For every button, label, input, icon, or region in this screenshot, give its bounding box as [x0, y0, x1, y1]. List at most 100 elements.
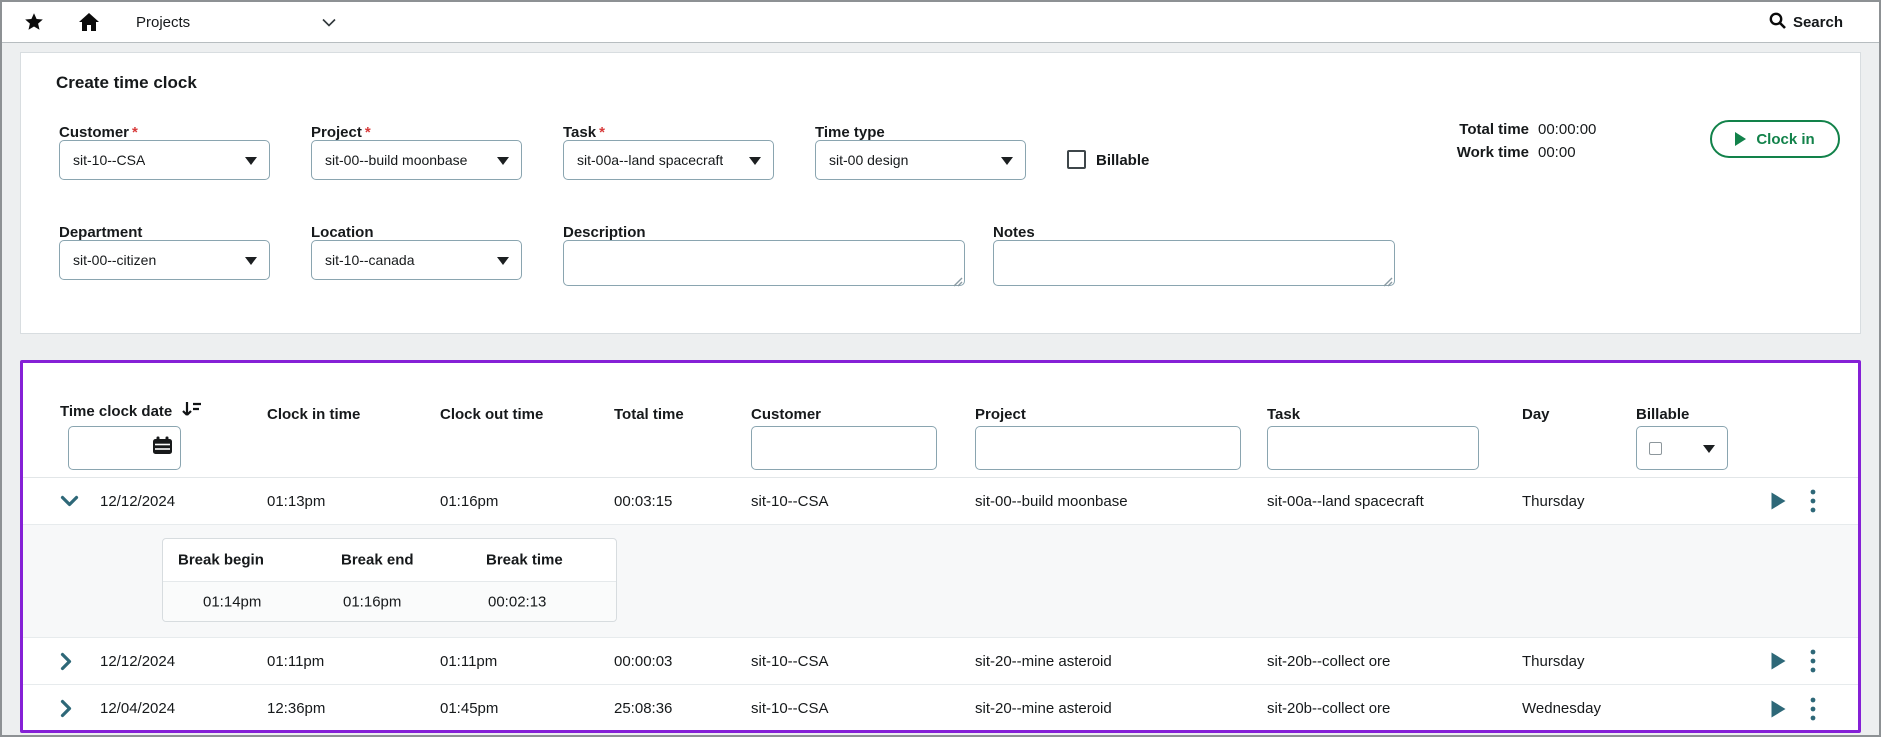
chevron-down-icon	[322, 18, 336, 27]
break-end-value: 01:16pm	[343, 593, 402, 610]
task-label: Task *	[563, 124, 605, 141]
task-select[interactable]: sit-00a--land spacecraft	[563, 140, 774, 180]
cell-day: Wednesday	[1522, 700, 1601, 717]
create-time-clock-panel: Create time clock Customer * Project * Tas…	[20, 52, 1861, 334]
task-filter-input[interactable]	[1267, 426, 1479, 470]
project-filter-input[interactable]	[975, 426, 1241, 470]
break-table: Break begin Break end Break time 01:14pm…	[162, 538, 617, 622]
dropdown-caret-icon	[497, 257, 509, 265]
cell-date: 12/12/2024	[100, 492, 176, 510]
required-marker: *	[599, 124, 605, 141]
checkbox-unchecked-icon	[1649, 441, 1662, 455]
table-row[interactable]: 12/12/2024 01:11pm 01:11pm 00:00:03 sit-…	[23, 638, 1858, 685]
cell-clock-in: 12:36pm	[267, 700, 326, 717]
department-select[interactable]: sit-00--citizen	[59, 240, 270, 280]
location-label: Location	[311, 224, 374, 241]
nav-projects-label: Projects	[136, 13, 191, 31]
cell-clock-out: 01:11pm	[440, 652, 498, 670]
kebab-menu-icon[interactable]	[1810, 649, 1816, 673]
play-icon[interactable]	[1770, 699, 1787, 719]
break-time-header: Break time	[486, 551, 563, 569]
dropdown-caret-icon	[749, 157, 761, 165]
table-row[interactable]: 12/12/2024 01:13pm 01:16pm 00:03:15 sit-…	[23, 478, 1858, 525]
play-icon[interactable]	[1770, 491, 1787, 511]
play-icon	[1735, 132, 1747, 146]
total-time-label: Total time	[1459, 121, 1529, 138]
cell-day: Thursday	[1522, 492, 1585, 510]
cell-clock-in: 01:11pm	[267, 652, 325, 670]
billable-checkbox-label: Billable	[1096, 152, 1150, 169]
cell-day: Thursday	[1522, 652, 1585, 670]
col-header-total-time[interactable]: Total time	[614, 406, 684, 423]
notes-textarea[interactable]	[993, 240, 1395, 286]
time-summary: Total time 00:00:00 Work time 00:00	[1431, 121, 1597, 167]
break-begin-header: Break begin	[178, 551, 264, 569]
cell-total: 25:08:36	[614, 700, 673, 717]
col-header-customer[interactable]: Customer	[751, 406, 822, 423]
work-time-value: 00:00	[1538, 144, 1576, 161]
col-header-project[interactable]: Project	[975, 406, 1026, 423]
search-label: Search	[1792, 13, 1843, 31]
nav-projects-dropdown[interactable]: Projects	[136, 14, 336, 31]
time-type-label: Time type	[815, 124, 885, 141]
dropdown-caret-icon	[497, 157, 509, 165]
cell-task: sit-20b--collect ore	[1267, 652, 1391, 670]
table-filter-row	[23, 423, 1858, 478]
play-icon[interactable]	[1770, 651, 1787, 671]
total-time-value: 00:00:00	[1538, 121, 1597, 138]
cell-project: sit-00--build moonbase	[975, 492, 1128, 510]
cell-total: 00:03:15	[614, 492, 673, 510]
col-header-day[interactable]: Day	[1522, 406, 1550, 423]
col-header-clock-out-time[interactable]: Clock out time	[440, 406, 544, 423]
col-header-billable[interactable]: Billable	[1636, 406, 1690, 423]
description-label: Description	[563, 224, 646, 241]
sort-descending-icon[interactable]	[181, 400, 203, 423]
time-type-select[interactable]: sit-00 design	[815, 140, 1026, 180]
break-end-header: Break end	[341, 551, 414, 569]
clock-in-label: Clock in	[1756, 130, 1815, 148]
clock-in-button[interactable]: Clock in	[1710, 120, 1840, 158]
location-select[interactable]: sit-10--canada	[311, 240, 522, 280]
work-time-label: Work time	[1456, 144, 1529, 161]
time-clock-table: Time clock date Clock in time Clock out …	[20, 360, 1861, 733]
expand-row-chevron-right-icon[interactable]	[60, 699, 100, 718]
top-navigation-bar: Projects Search	[2, 2, 1879, 43]
cell-customer: sit-10--CSA	[751, 492, 829, 510]
break-begin-value: 01:14pm	[203, 593, 262, 610]
required-marker: *	[132, 124, 138, 141]
date-filter-input[interactable]	[68, 426, 181, 470]
favorites-star-icon[interactable]	[24, 12, 44, 32]
collapse-row-chevron-down-icon[interactable]	[60, 495, 100, 508]
col-header-clock-in-time[interactable]: Clock in time	[267, 406, 361, 423]
customer-select[interactable]: sit-10--CSA	[59, 140, 270, 180]
col-header-time-clock-date[interactable]: Time clock date	[60, 403, 173, 420]
billable-filter-select[interactable]	[1636, 426, 1728, 470]
project-select[interactable]: sit-00--build moonbase	[311, 140, 522, 180]
kebab-menu-icon[interactable]	[1810, 489, 1816, 513]
customer-filter-input[interactable]	[751, 426, 937, 470]
notes-label: Notes	[993, 224, 1035, 241]
dropdown-caret-icon	[245, 157, 257, 165]
cell-clock-out: 01:16pm	[440, 492, 499, 510]
dropdown-caret-icon	[1001, 157, 1013, 165]
project-label: Project *	[311, 124, 371, 141]
table-row[interactable]: 12/04/2024 12:36pm 01:45pm 25:08:36 sit-…	[23, 685, 1858, 730]
dropdown-caret-icon	[245, 257, 257, 265]
description-textarea[interactable]	[563, 240, 965, 286]
home-icon[interactable]	[78, 12, 100, 32]
col-header-task[interactable]: Task	[1267, 406, 1301, 423]
calendar-icon[interactable]	[152, 436, 173, 460]
department-label: Department	[59, 224, 143, 241]
cell-task: sit-00a--land spacecraft	[1267, 492, 1424, 510]
row-expanded-detail: Break begin Break end Break time 01:14pm…	[23, 525, 1858, 638]
cell-clock-in: 01:13pm	[267, 492, 326, 510]
cell-total: 00:00:03	[614, 652, 673, 670]
kebab-menu-icon[interactable]	[1810, 697, 1816, 721]
break-table-row: 01:14pm 01:16pm 00:02:13	[163, 581, 616, 621]
search-button[interactable]: Search	[1769, 12, 1843, 33]
expand-row-chevron-right-icon[interactable]	[60, 652, 100, 671]
cell-project: sit-20--mine asteroid	[975, 652, 1112, 670]
billable-checkbox[interactable]	[1067, 150, 1086, 169]
required-marker: *	[364, 124, 371, 141]
cell-date: 12/04/2024	[100, 700, 176, 717]
